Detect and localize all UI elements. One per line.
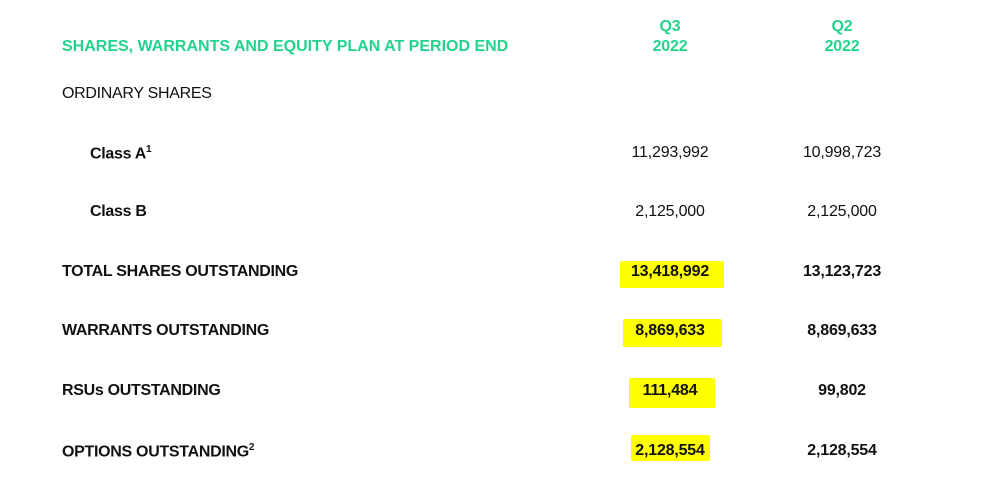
table-title: SHARES, WARRANTS AND EQUITY PLAN AT PERI…	[62, 38, 509, 55]
q2-value: 13,123,723	[802, 263, 882, 280]
row-label: WARRANTS OUTSTANDING	[62, 322, 270, 339]
q3-value: 2,125,000	[635, 203, 705, 220]
q2-value: 99,802	[818, 382, 866, 399]
row-label: OPTIONS OUTSTANDING2	[62, 442, 255, 461]
q2-value: 2,128,554	[807, 442, 877, 459]
row-label: Class B	[90, 203, 147, 220]
row-label: RSUs OUTSTANDING	[62, 382, 221, 399]
highlight-mark	[629, 378, 715, 408]
q3-value: 13,418,992	[630, 263, 710, 280]
q2-value: 10,998,723	[802, 144, 882, 161]
column-header-q2: Q2 2022	[824, 18, 860, 55]
highlight-mark	[620, 261, 724, 288]
q3-value: 111,484	[642, 382, 698, 399]
highlight-mark	[631, 435, 710, 461]
q3-value: 2,128,554	[635, 442, 705, 459]
q2-value: 8,869,633	[807, 322, 877, 339]
q3-value: 11,293,992	[631, 144, 709, 161]
q3-value: 8,869,633	[635, 322, 705, 339]
highlight-mark	[623, 319, 722, 347]
row-label: Class A1	[90, 144, 152, 163]
column-header-q3: Q3 2022	[652, 18, 688, 55]
row-label: TOTAL SHARES OUTSTANDING	[62, 263, 299, 280]
section-ordinary-shares: ORDINARY SHARES	[62, 85, 212, 102]
q2-value: 2,125,000	[807, 203, 877, 220]
